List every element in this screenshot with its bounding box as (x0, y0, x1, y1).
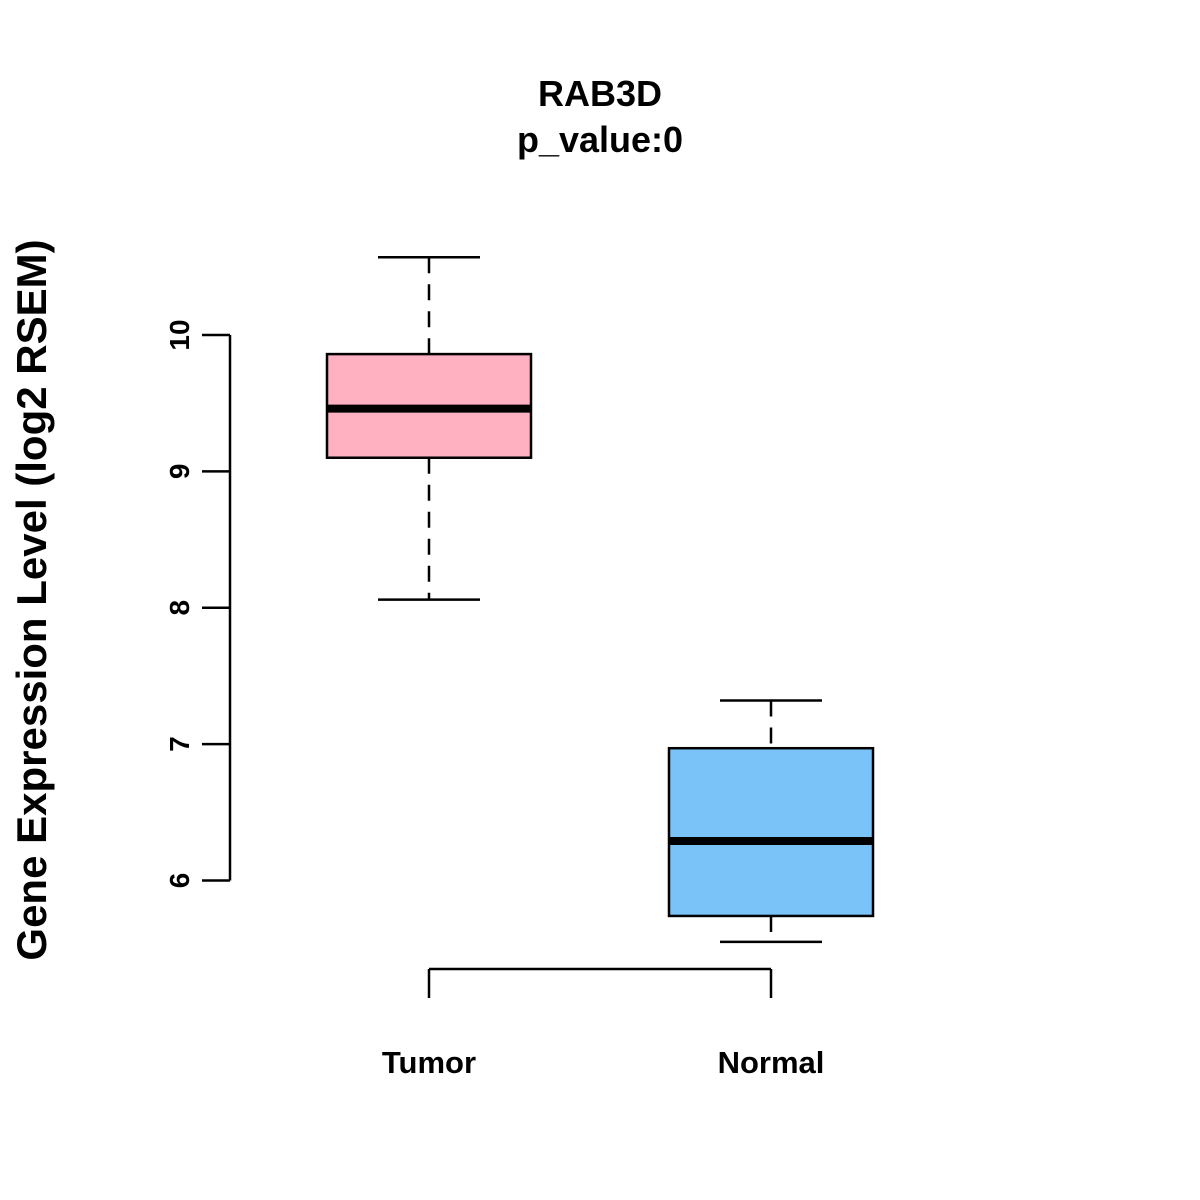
box-normal (667, 699, 875, 944)
y-tick-label: 8 (164, 600, 195, 616)
y-tick-label: 6 (164, 873, 195, 889)
chart-title: RAB3D (538, 73, 662, 114)
y-tick-label: 7 (164, 736, 195, 752)
iqr-box (667, 746, 875, 918)
y-axis-label: Gene Expression Level (log2 RSEM) (8, 239, 55, 960)
y-axis: 6 7 8 9 10 (164, 319, 232, 889)
chart-subtitle: p_value:0 (517, 119, 683, 160)
box-tumor (325, 256, 533, 601)
y-tick-label: 9 (164, 464, 195, 480)
x-axis: Tumor Normal (382, 967, 825, 1080)
x-category-label: Normal (718, 1045, 825, 1080)
boxes-group (325, 256, 875, 944)
y-tick-label: 10 (164, 319, 195, 350)
x-category-label: Tumor (382, 1045, 476, 1080)
